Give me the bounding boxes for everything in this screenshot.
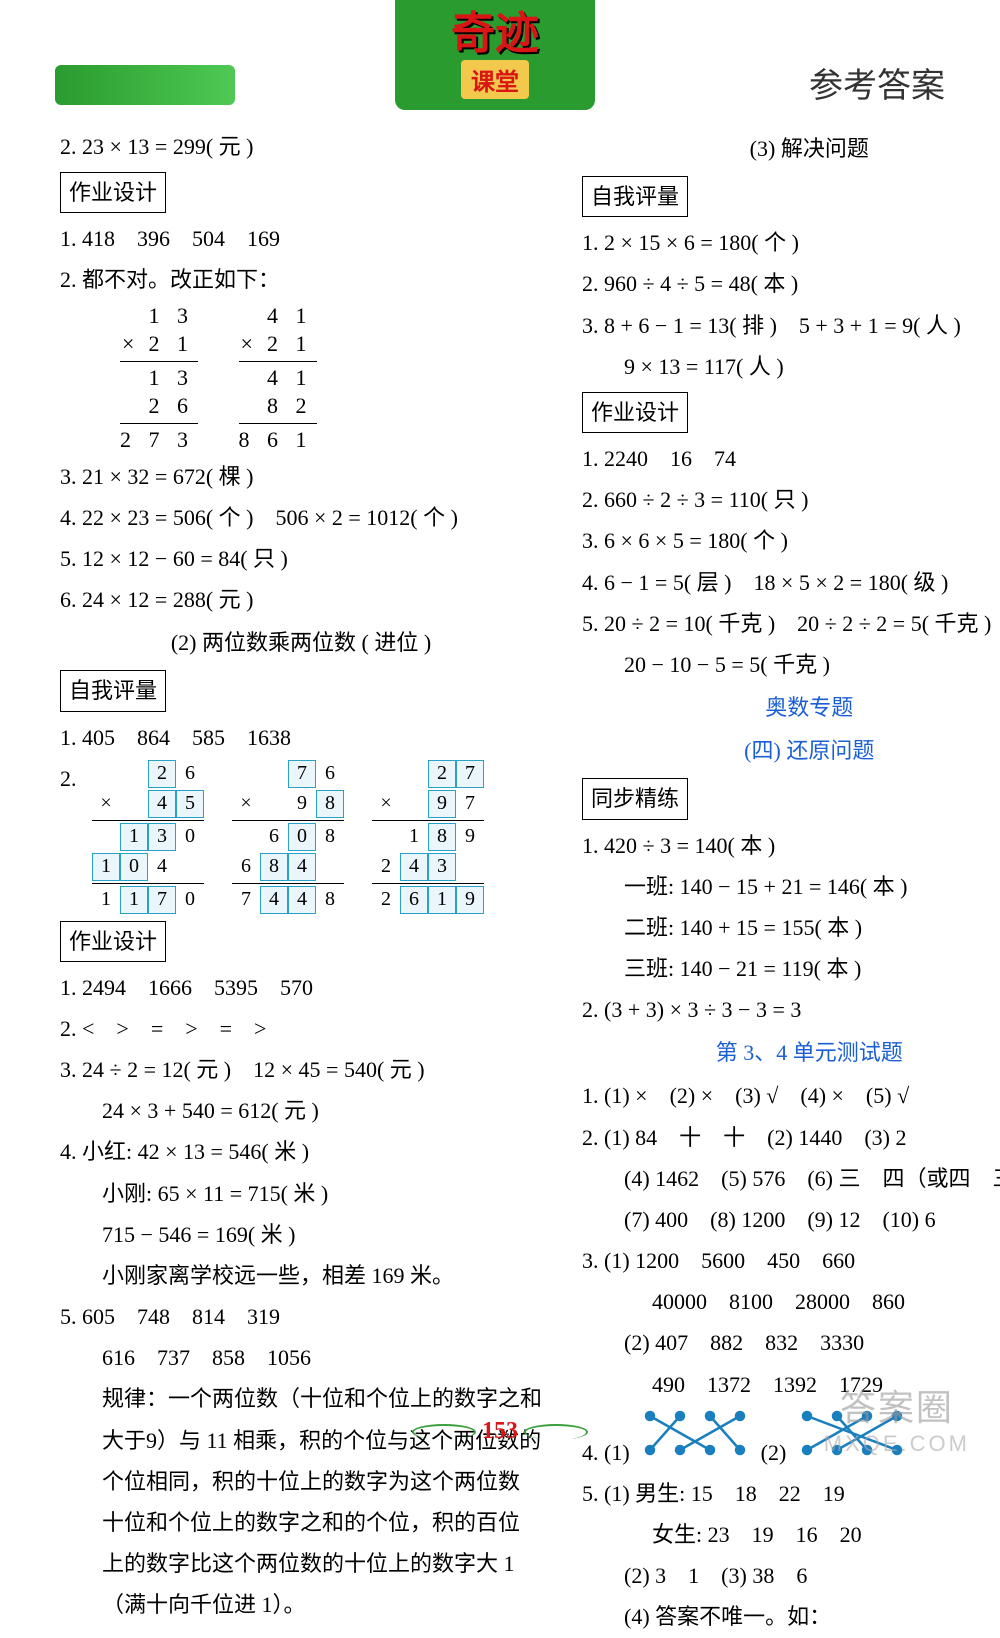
vmult-2: 4 1 2 1 4 1 8 2 8 6 1 <box>239 302 317 455</box>
digit-grid: 76×986086847448 <box>232 759 344 915</box>
text: 3. 21 × 32 = 672( 棵 ) <box>60 457 542 496</box>
left-ornament <box>55 65 235 105</box>
text: 1. 420 ÷ 3 = 140( 本 ) <box>582 826 1000 865</box>
text: 4. 小红: 42 × 13 = 546( 米 ) <box>60 1132 542 1171</box>
text: 小刚: 65 × 11 = 715( 米 ) <box>60 1174 542 1213</box>
text: （满十向千位进 1）。 <box>60 1585 542 1624</box>
header-title: 参考答案 <box>809 58 945 107</box>
subsection: (3) 解决问题 <box>582 129 1000 168</box>
text: 5. (1) 男生: 15 18 22 19 <box>582 1474 1000 1513</box>
section-box: 作业设计 <box>582 392 688 433</box>
digit-grids-row: 2. 26×45130104117076×98608684744827×9718… <box>60 759 542 915</box>
watermark-top: 答案圈 <box>824 1379 970 1431</box>
text: 2. (3 + 3) × 3 ÷ 3 − 3 = 3 <box>582 990 1000 1029</box>
section-box: 同步精练 <box>582 778 688 819</box>
text: 女生: 23 19 16 20 <box>582 1515 1000 1554</box>
text: (2) 3 1 (3) 38 6 <box>582 1556 1000 1595</box>
logo-main-text: 奇迹 <box>451 12 539 56</box>
vertical-mult-row: 1 3 2 1 1 3 2 6 2 7 3 4 1 2 1 4 1 8 2 8 … <box>60 302 542 455</box>
section-box: 作业设计 <box>60 921 166 962</box>
text: (2) 407 882 832 3330 <box>582 1323 1000 1362</box>
text: 5. 12 × 12 − 60 = 84( 只 ) <box>60 539 542 578</box>
text: 个位相同，积的十位上的数字为这个两位数 <box>60 1462 542 1501</box>
digit-grid: 26×451301041170 <box>92 759 204 915</box>
text: 十位和个位上的数字之和的个位，积的百位 <box>60 1503 542 1542</box>
page-number: 153 <box>482 1418 518 1445</box>
section-box: 自我评量 <box>582 176 688 217</box>
watermark-bottom: MXQE.COM <box>824 1431 970 1457</box>
subsection-blue: (四) 还原问题 <box>582 731 1000 770</box>
text: 1. 2 × 15 × 6 = 180( 个 ) <box>582 223 1000 262</box>
text: 二班: 140 + 15 = 155( 本 ) <box>582 908 1000 947</box>
watermark: 答案圈 MXQE.COM <box>824 1379 970 1457</box>
left-column: 2. 23 × 13 = 299( 元 ) 作业设计 1. 418 396 50… <box>60 125 560 1638</box>
text: 3. 24 ÷ 2 = 12( 元 ) 12 × 45 = 540( 元 ) <box>60 1050 542 1089</box>
text: 40000 8100 28000 860 <box>582 1282 1000 1321</box>
text: 4. 22 × 23 = 506( 个 ) 506 × 2 = 1012( 个 … <box>60 498 542 537</box>
section-box: 作业设计 <box>60 172 166 213</box>
digit-grid: 27×971892432619 <box>372 759 484 915</box>
section-box: 自我评量 <box>60 670 166 711</box>
logo: 奇迹 课堂 <box>395 0 595 110</box>
text: 24 × 3 + 540 = 612( 元 ) <box>60 1091 542 1130</box>
text: 一班: 140 − 15 + 21 = 146( 本 ) <box>582 867 1000 906</box>
text: 上的数字比这个两位数的十位上的数字大 1 <box>60 1544 542 1583</box>
text: 1. (1) × (2) × (3) √ (4) × (5) √ <box>582 1076 1000 1115</box>
text: 5. 20 ÷ 2 = 10( 千克 ) 20 ÷ 2 ÷ 2 = 5( 千克 … <box>582 604 1000 643</box>
subsection: (2) 两位数乘两位数 ( 进位 ) <box>60 623 542 662</box>
text: 20 − 10 − 5 = 5( 千克 ) <box>582 645 1000 684</box>
text: 2. 660 ÷ 2 ÷ 3 = 110( 只 ) <box>582 480 1000 519</box>
text: 2. 23 × 13 = 299( 元 ) <box>60 127 542 166</box>
text: 2. (1) 84 十 十 (2) 1440 (3) 2 <box>582 1118 1000 1157</box>
text: 6. 24 × 12 = 288( 元 ) <box>60 580 542 619</box>
text: 1. 2494 1666 5395 570 <box>60 968 542 1007</box>
text: 规律：一个两位数（十位和个位上的数字之和 <box>60 1379 542 1418</box>
vmult-1: 1 3 2 1 1 3 2 6 2 7 3 <box>120 302 198 455</box>
text: (4) 1462 (5) 576 (6) 三 四（或四 三） <box>582 1159 1000 1198</box>
logo-sub-text: 课堂 <box>461 60 529 99</box>
text: 2. < > = > = > <box>60 1009 542 1048</box>
text: 2. 都不对。改正如下： <box>60 260 542 299</box>
text: 1. 418 396 504 169 <box>60 219 542 258</box>
text: 715 − 546 = 169( 米 ) <box>60 1215 542 1254</box>
text: 616 737 858 1056 <box>60 1338 542 1377</box>
text: 小刚家离学校远一些，相差 169 米。 <box>60 1256 542 1295</box>
text: (7) 400 (8) 1200 (9) 12 (10) 6 <box>582 1200 1000 1239</box>
text: 5. 605 748 814 319 <box>60 1297 542 1336</box>
text: 3. 8 + 6 − 1 = 13( 排 ) 5 + 3 + 1 = 9( 人 … <box>582 306 1000 345</box>
text: 3. 6 × 6 × 5 = 180( 个 ) <box>582 521 1000 560</box>
text: 1. 2240 16 74 <box>582 439 1000 478</box>
text: 2. 960 ÷ 4 ÷ 5 = 48( 本 ) <box>582 264 1000 303</box>
text: 三班: 140 − 21 = 119( 本 ) <box>582 949 1000 988</box>
text: (4) 答案不唯一。如： <box>582 1597 1000 1636</box>
subsection-blue: 第 3、4 单元测试题 <box>582 1033 1000 1072</box>
text: 4. 6 − 1 = 5( 层 ) 18 × 5 × 2 = 180( 级 ) <box>582 563 1000 602</box>
subsection-blue: 奥数专题 <box>582 688 1000 727</box>
page-header: 奇迹 课堂 参考答案 <box>0 0 1000 115</box>
text: 1. 405 864 585 1638 <box>60 718 542 757</box>
text: 3. (1) 1200 5600 450 660 <box>582 1241 1000 1280</box>
text: 9 × 13 = 117( 人 ) <box>582 347 1000 386</box>
